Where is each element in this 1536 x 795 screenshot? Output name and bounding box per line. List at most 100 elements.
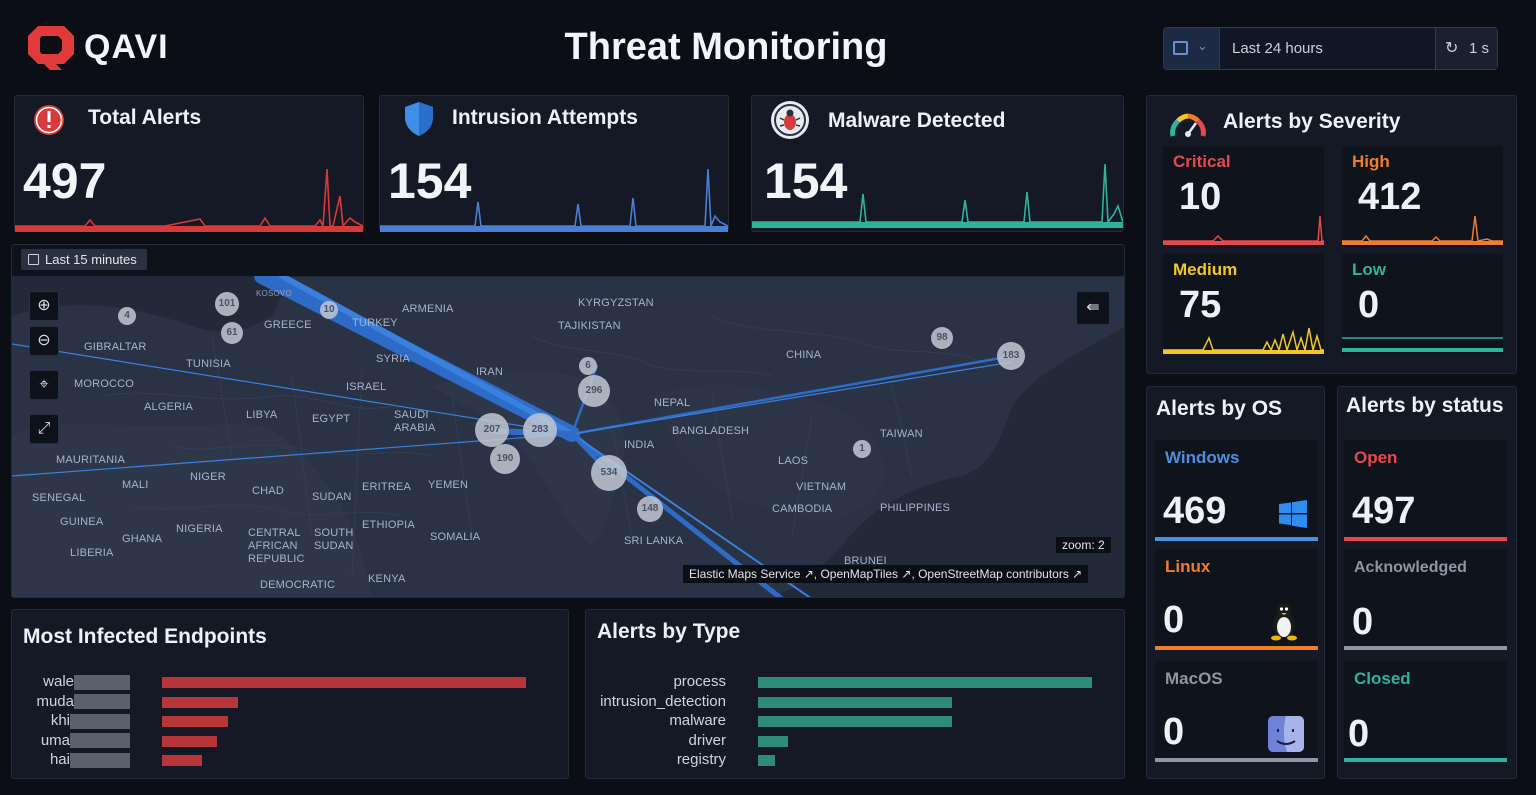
severity-high[interactable]: High 412 xyxy=(1342,146,1503,247)
alert-circle-icon xyxy=(34,105,64,135)
status-label: Closed xyxy=(1354,669,1411,688)
zoom-out-button[interactable]: ⊖ xyxy=(29,326,59,356)
sparkline xyxy=(752,160,1123,232)
bar-label: process xyxy=(673,673,726,690)
map-cluster[interactable]: 1 xyxy=(853,440,871,458)
zoom-in-button[interactable]: ⊕ xyxy=(29,291,59,321)
panel-title: Alerts by OS xyxy=(1156,397,1283,420)
map-header xyxy=(12,245,1124,276)
severity-label: Medium xyxy=(1173,260,1238,279)
map-cluster[interactable]: 207 xyxy=(475,413,509,447)
refresh-button[interactable]: ↻ 1 s xyxy=(1435,28,1497,69)
os-windows[interactable]: Windows 469 xyxy=(1155,440,1318,541)
kpi-intrusion-attempts[interactable]: Intrusion Attempts 154 xyxy=(379,95,729,232)
map-label: LIBYA xyxy=(246,409,278,421)
severity-value: 75 xyxy=(1179,284,1222,326)
severity-medium[interactable]: Medium 75 xyxy=(1163,254,1324,355)
map-label: TURKEY xyxy=(352,317,398,329)
map-label: SENEGAL xyxy=(32,492,86,504)
bar[interactable] xyxy=(758,716,952,727)
os-macos[interactable]: MacOS 0 xyxy=(1155,661,1318,762)
map-cluster[interactable]: 296 xyxy=(578,375,610,407)
severity-value: 412 xyxy=(1358,176,1422,218)
map-cluster[interactable]: 98 xyxy=(931,327,953,349)
map-label: BRUNEI xyxy=(844,555,887,567)
linux-icon xyxy=(1271,603,1297,641)
kpi-total-alerts[interactable]: Total Alerts 497 xyxy=(14,95,364,232)
page-title: Threat Monitoring xyxy=(564,26,888,68)
map-cluster[interactable]: 10 xyxy=(320,301,338,319)
fullscreen-button[interactable]: ⤢ xyxy=(29,414,59,444)
status-value: 497 xyxy=(1352,490,1416,532)
windows-icon xyxy=(1279,500,1307,528)
bar-label: malware xyxy=(669,712,726,729)
severity-value: 0 xyxy=(1358,284,1380,326)
map-cluster[interactable]: 148 xyxy=(637,496,663,522)
map-cluster[interactable]: 190 xyxy=(490,444,520,474)
time-range-text[interactable]: Last 24 hours xyxy=(1232,40,1323,57)
severity-panel: Alerts by Severity Critical 10 High 412 … xyxy=(1146,95,1517,374)
map-label: MOROCCO xyxy=(74,378,135,390)
redacted-text xyxy=(70,733,130,749)
bar[interactable] xyxy=(162,716,228,727)
bar-label: wale xyxy=(12,673,130,690)
os-value: 0 xyxy=(1163,711,1185,753)
bar-label: registry xyxy=(676,751,726,768)
redacted-text xyxy=(70,752,130,768)
alerts-by-os-panel: Alerts by OS Windows 469 Linux 0 MacOS 0 xyxy=(1146,386,1325,779)
map-cluster[interactable]: 6 xyxy=(579,357,597,375)
map-cluster[interactable]: 101 xyxy=(215,292,239,316)
collapse-panel-icon: ⇚ xyxy=(1086,299,1100,316)
status-value: 0 xyxy=(1352,601,1374,643)
bar[interactable] xyxy=(162,677,526,688)
locate-button[interactable]: ⌖ xyxy=(29,370,59,400)
attribution-link[interactable]: OpenStreetMap contributors xyxy=(918,567,1069,581)
attribution-link[interactable]: OpenMapTiles xyxy=(820,567,899,581)
bar[interactable] xyxy=(162,735,217,747)
external-link-icon: ↗ xyxy=(1068,567,1083,581)
zoom-level: zoom: 2 xyxy=(1056,537,1111,553)
os-bar xyxy=(1155,758,1318,762)
attribution-link[interactable]: Elastic Maps Service xyxy=(689,567,801,581)
bar-label: khi xyxy=(12,712,130,729)
status-value: 0 xyxy=(1348,713,1370,755)
severity-label: Low xyxy=(1352,260,1386,279)
bar-label: intrusion_detection xyxy=(600,692,726,710)
bar[interactable] xyxy=(758,755,775,766)
map-label: KENYA xyxy=(368,573,406,585)
bar[interactable] xyxy=(162,696,238,708)
severity-critical[interactable]: Critical 10 xyxy=(1163,146,1324,247)
map-cluster[interactable]: 61 xyxy=(221,322,243,344)
kpi-malware-detected[interactable]: Malware Detected 154 xyxy=(751,95,1124,232)
status-acknowledged[interactable]: Acknowledged 0 xyxy=(1344,549,1507,650)
map-attribution: Elastic Maps Service ↗, OpenMapTiles ↗, … xyxy=(683,565,1089,583)
map-cluster[interactable]: 283 xyxy=(523,413,557,447)
severity-low[interactable]: Low 0 xyxy=(1342,254,1503,355)
bar[interactable] xyxy=(758,677,1092,688)
status-open[interactable]: Open 497 xyxy=(1344,440,1507,541)
external-link-icon: ↗, xyxy=(898,567,919,581)
time-badge[interactable]: Last 15 minutes xyxy=(21,249,147,270)
layer-toggle-button[interactable]: ⇚ xyxy=(1076,291,1110,325)
kpi-value: 154 xyxy=(388,153,472,209)
status-label: Acknowledged xyxy=(1354,559,1467,576)
refresh-icon: ↻ xyxy=(1445,40,1459,57)
brand-logo: QAVI xyxy=(28,24,188,72)
map-cluster[interactable]: 534 xyxy=(591,455,627,491)
sparkline xyxy=(380,166,728,232)
threat-map-panel: Last 15 minutes xyxy=(11,244,1125,598)
os-linux[interactable]: Linux 0 xyxy=(1155,549,1318,650)
map-label: ALGERIA xyxy=(144,401,194,413)
status-closed[interactable]: Closed 0 xyxy=(1344,661,1507,762)
status-bar xyxy=(1344,646,1507,650)
bar[interactable] xyxy=(758,735,788,747)
bar[interactable] xyxy=(162,755,202,766)
map-label: ISRAEL xyxy=(346,381,387,393)
calendar-dropdown-button[interactable]: ⌄ xyxy=(1164,28,1220,69)
bar[interactable] xyxy=(758,696,952,708)
map-cluster[interactable]: 183 xyxy=(997,342,1025,370)
map-cluster[interactable]: 4 xyxy=(118,307,136,325)
panel-title: Alerts by status xyxy=(1346,394,1504,417)
map-label: LIBERIA xyxy=(70,547,114,559)
map-label: MALI xyxy=(122,479,149,491)
